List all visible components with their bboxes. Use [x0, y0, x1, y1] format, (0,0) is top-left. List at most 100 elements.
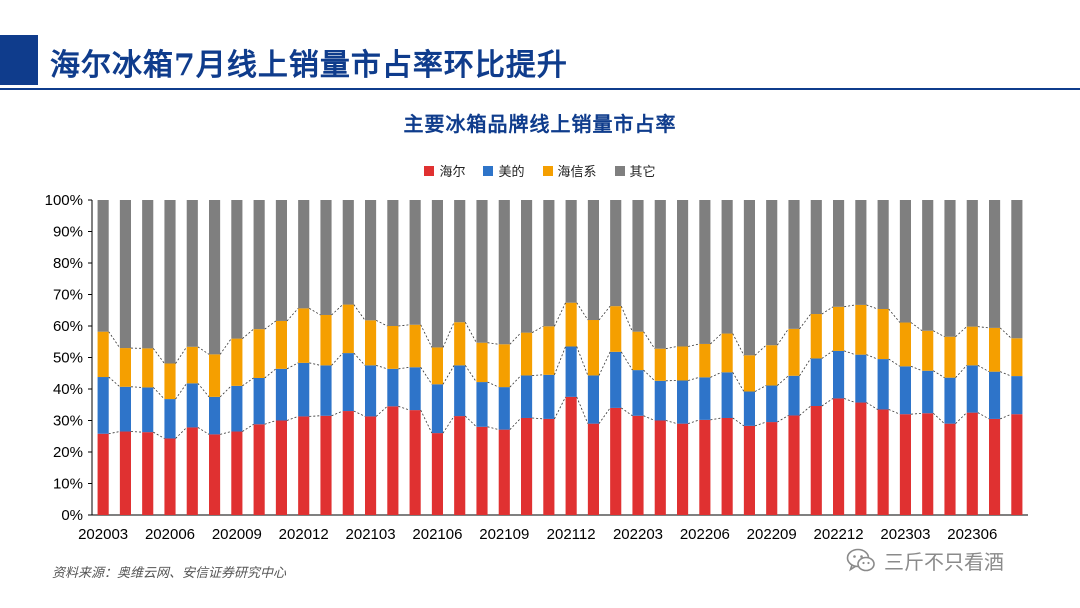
bar-segment: [766, 200, 778, 346]
series-connector: [130, 431, 143, 433]
series-connector: [754, 385, 767, 392]
series-connector: [375, 406, 388, 417]
bar-segment: [788, 375, 800, 416]
bar-segment: [253, 200, 265, 330]
legend-item-other: 其它: [614, 161, 656, 180]
x-tick-label: 202106: [412, 526, 462, 543]
bar-segment: [142, 387, 154, 433]
x-tick-label: 202009: [212, 526, 262, 543]
bar-segment: [521, 375, 533, 418]
series-connector: [910, 412, 923, 415]
bar-segment: [966, 412, 978, 516]
series-connector: [710, 333, 722, 345]
y-tick-label: 50%: [53, 350, 83, 367]
bar-segment: [1011, 414, 1023, 515]
bar-segment: [610, 200, 622, 307]
y-tick-label: 70%: [53, 287, 83, 304]
series-connector: [977, 326, 990, 329]
bar-segment: [186, 383, 198, 428]
bar-segment: [97, 377, 109, 434]
series-connector: [866, 402, 878, 410]
series-connector: [264, 320, 277, 330]
series-connector: [197, 346, 210, 355]
bar-segment: [632, 200, 644, 332]
bar-segment: [209, 434, 221, 515]
series-connector: [844, 350, 856, 356]
bar-segment: [387, 368, 399, 407]
bar-segment: [186, 427, 198, 515]
legend-label-haier: 海尔: [439, 165, 466, 180]
x-tick-label: 202003: [78, 526, 128, 543]
y-tick-label: 80%: [53, 255, 83, 272]
bar-segment: [409, 410, 421, 515]
bar-segment: [521, 417, 533, 515]
legend-item-haier: 海尔: [424, 161, 465, 180]
bar-segment: [119, 386, 131, 432]
bar-segment: [989, 327, 1001, 372]
series-connector: [665, 346, 678, 350]
series-connector: [353, 352, 366, 366]
bar-segment: [922, 200, 934, 331]
bar-segment: [989, 418, 1001, 515]
series-connector: [331, 410, 343, 417]
bar-segment: [186, 200, 198, 347]
bar-segment: [587, 200, 599, 321]
series-connector: [331, 352, 344, 366]
bar-segment: [365, 365, 377, 417]
series-connector: [464, 365, 477, 383]
bar-segment: [342, 200, 354, 305]
bar-segment: [766, 422, 778, 515]
series-connector: [130, 386, 143, 388]
bar-segment: [810, 358, 822, 406]
legend-label-hisense: 海信系: [557, 165, 597, 180]
y-tick-label: 10%: [53, 476, 83, 493]
bar-segment: [721, 200, 733, 334]
bar-segment: [855, 354, 867, 403]
bar-segment: [275, 368, 287, 421]
series-connector: [398, 405, 410, 411]
series-connector: [620, 351, 633, 371]
bar-segment: [565, 346, 577, 397]
bar-segment: [498, 200, 510, 345]
bar-segment: [231, 200, 243, 339]
y-tick-label: 30%: [53, 413, 83, 430]
bar-segment: [387, 326, 399, 369]
series-connector: [688, 343, 700, 347]
series-connector: [108, 376, 121, 388]
series-connector: [153, 387, 165, 400]
bar-segment: [632, 331, 644, 371]
series-connector: [264, 368, 277, 379]
bar-segment: [231, 385, 243, 432]
bar-segment: [587, 375, 599, 424]
series-connector: [621, 407, 633, 417]
series-connector: [376, 364, 388, 370]
bar-segment: [721, 372, 733, 418]
series-connector: [219, 385, 232, 398]
bar-segment: [275, 320, 287, 369]
bar-segment: [186, 346, 198, 384]
bar-segment: [431, 433, 443, 515]
legend-label-other: 其它: [629, 165, 656, 180]
series-connector: [532, 417, 544, 420]
bar-segment: [142, 348, 154, 388]
bar-segment: [298, 362, 310, 417]
bar-segment: [944, 200, 956, 337]
series-connector: [888, 308, 901, 323]
bar-segment: [610, 306, 622, 352]
bar-segment: [342, 353, 354, 412]
x-tick-label: 202012: [279, 526, 329, 543]
series-connector: [576, 346, 589, 376]
x-tick-label: 202103: [346, 526, 396, 543]
series-connector: [866, 354, 878, 360]
bar-segment: [409, 367, 421, 411]
bar-segment: [743, 425, 755, 515]
series-connector: [375, 319, 388, 327]
series-connector: [732, 333, 745, 356]
bar-segment: [387, 406, 399, 515]
bar-segment: [454, 365, 466, 417]
series-connector: [353, 410, 366, 417]
bar-segment: [587, 423, 599, 515]
series-connector: [620, 305, 633, 332]
series-connector: [175, 346, 188, 364]
bar-segment: [387, 200, 399, 326]
